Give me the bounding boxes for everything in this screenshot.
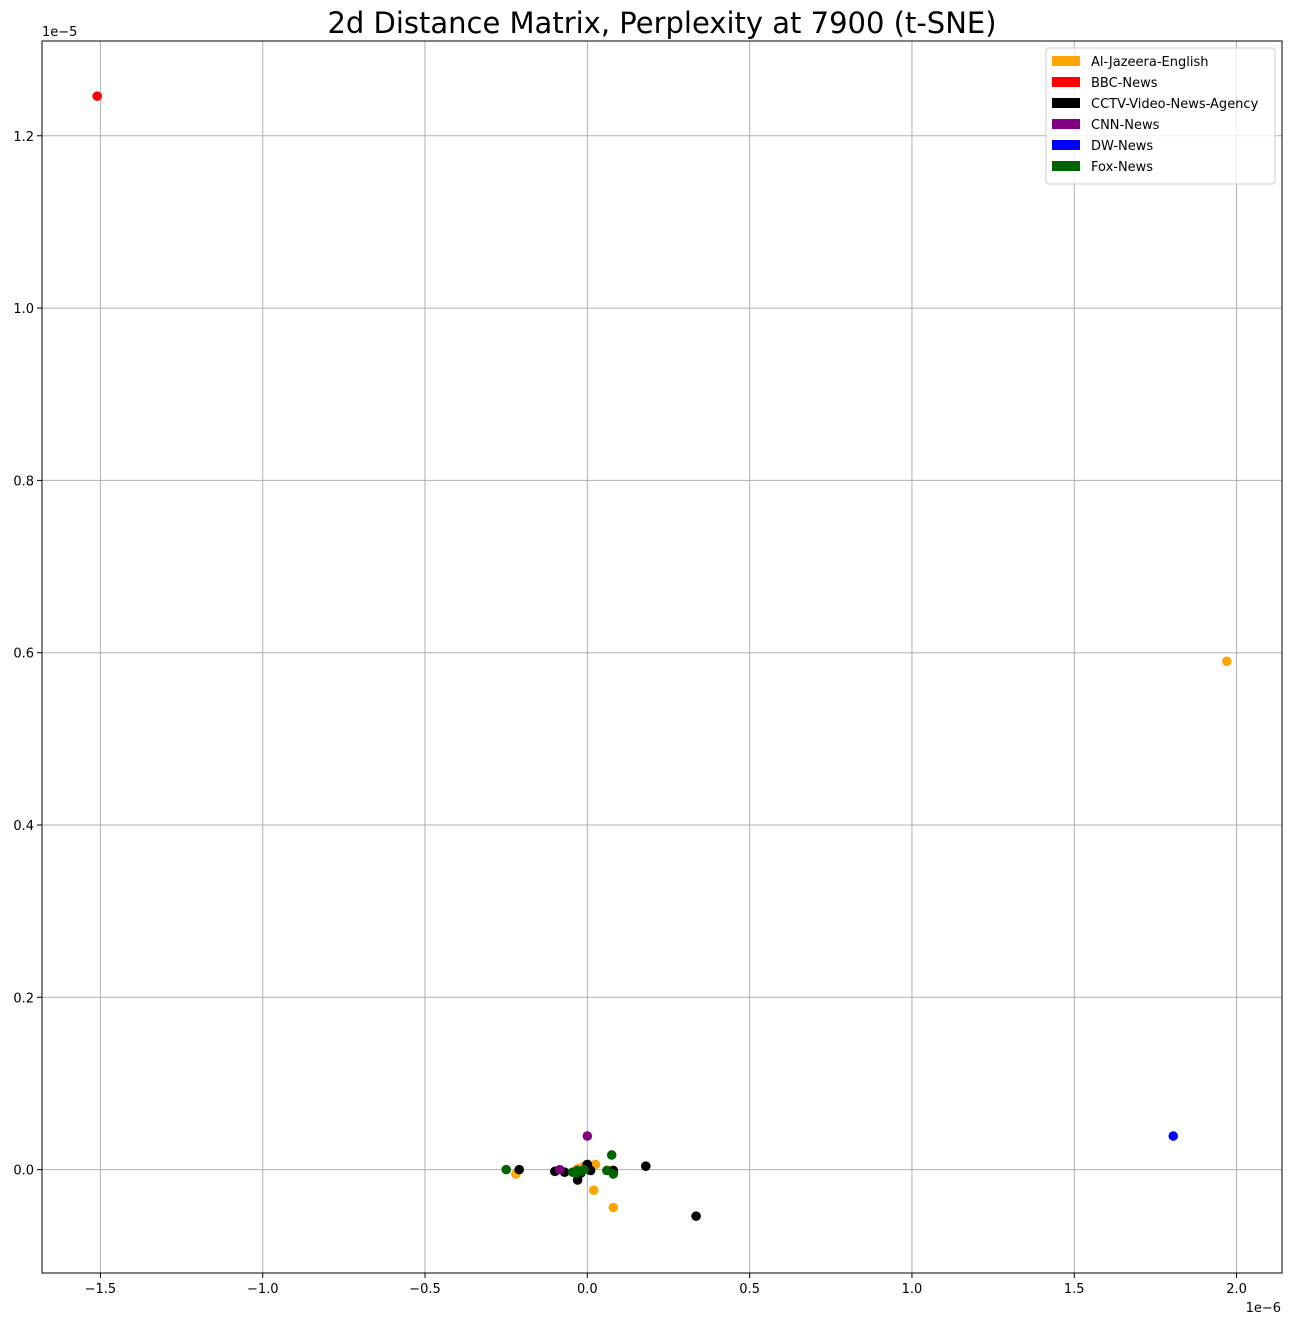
x-tick-label: 1.5 xyxy=(1064,1282,1085,1297)
point-cnn-news xyxy=(554,1164,565,1175)
point-bbc-news xyxy=(92,91,102,101)
x-axis: −1.5 −1.0 −0.5 0.0 0.5 1.0 1.5 2.0 xyxy=(85,1273,1247,1297)
x-tick-label: −1.0 xyxy=(247,1282,279,1297)
y-axis: 0.0 0.2 0.4 0.6 0.8 1.0 1.2 xyxy=(13,130,42,1179)
legend-label: CNN-News xyxy=(1091,118,1160,133)
x-tick-label: −1.5 xyxy=(85,1282,117,1297)
chart-title: 2d Distance Matrix, Perplexity at 7900 (… xyxy=(327,6,996,40)
legend-swatch xyxy=(1052,140,1080,150)
legend-swatch xyxy=(1052,119,1080,129)
legend-swatch xyxy=(1052,98,1080,108)
y-tick-label: 0.4 xyxy=(13,819,34,834)
point-al-jazeera-english xyxy=(608,1202,619,1213)
y-tick-label: 1.0 xyxy=(13,302,34,317)
legend-swatch xyxy=(1052,77,1080,87)
y-axis-offset-label: 1e−5 xyxy=(42,25,77,40)
y-tick-label: 0.8 xyxy=(13,474,34,489)
legend-label: Al-Jazeera-English xyxy=(1091,55,1208,70)
point-dw-news xyxy=(1168,1131,1179,1141)
data-points xyxy=(92,91,1232,1221)
point-fox-news xyxy=(571,1168,581,1178)
x-axis-offset-label: 1e−6 xyxy=(1246,1301,1281,1316)
point-cctv-video-news-agency xyxy=(640,1161,651,1171)
point-fox-news xyxy=(608,1169,619,1179)
x-tick-label: 1.0 xyxy=(902,1282,923,1297)
y-tick-label: 0.2 xyxy=(13,991,34,1006)
point-fox-news xyxy=(579,1164,589,1175)
point-al-jazeera-english xyxy=(589,1185,599,1196)
legend-label: Fox-News xyxy=(1091,160,1153,175)
plot-frame xyxy=(41,40,1283,1274)
y-tick-label: 0.6 xyxy=(13,647,34,662)
legend-label: BBC-News xyxy=(1091,76,1158,91)
y-tick-label: 1.2 xyxy=(13,130,34,145)
x-tick-label: 0.5 xyxy=(739,1282,760,1297)
point-cnn-news xyxy=(582,1131,593,1141)
point-cctv-video-news-agency xyxy=(514,1164,524,1175)
legend-swatch xyxy=(1052,161,1080,171)
legend-label: DW-News xyxy=(1091,139,1153,154)
legend-label: CCTV-Video-News-Agency xyxy=(1091,97,1259,112)
x-tick-label: −0.5 xyxy=(409,1282,441,1297)
point-al-jazeera-english xyxy=(1222,656,1232,667)
point-fox-news xyxy=(501,1164,511,1175)
point-fox-news xyxy=(606,1150,617,1160)
y-tick-label: 0.0 xyxy=(13,1164,34,1179)
legend: Al-Jazeera-English BBC-News CCTV-Video-New… xyxy=(1045,47,1276,185)
grid xyxy=(42,41,1282,1273)
legend-box xyxy=(1045,47,1276,185)
x-tick-label: 0.0 xyxy=(577,1282,598,1297)
point-cctv-video-news-agency xyxy=(691,1211,701,1221)
x-tick-label: 2.0 xyxy=(1226,1282,1247,1297)
legend-swatch xyxy=(1052,56,1080,66)
